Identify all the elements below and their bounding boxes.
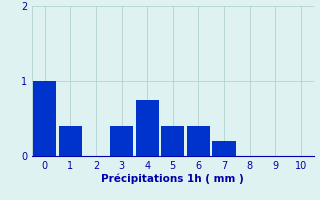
Bar xyxy=(136,100,159,156)
Bar xyxy=(212,141,236,156)
Bar xyxy=(187,126,210,156)
Bar xyxy=(33,81,56,156)
Bar xyxy=(59,126,82,156)
Bar xyxy=(110,126,133,156)
X-axis label: Précipitations 1h ( mm ): Précipitations 1h ( mm ) xyxy=(101,174,244,184)
Bar xyxy=(161,126,184,156)
